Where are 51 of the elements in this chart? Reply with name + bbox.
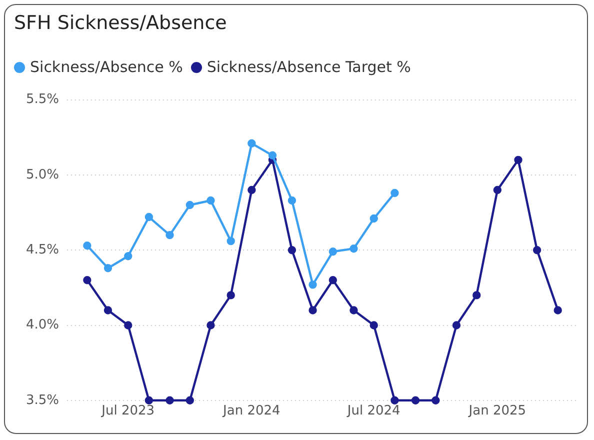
point [514,156,522,164]
point [288,196,296,205]
point [186,200,194,210]
y-tick-label: 5.0% [26,167,60,182]
point [390,396,399,404]
x-tick-label: Jul 2024 [346,404,400,419]
point [288,246,296,254]
chart-title: SFH Sickness/Absence [14,12,227,34]
x-tick-label: Jan 2025 [468,404,526,419]
point [83,276,92,284]
point [144,212,154,222]
point [390,188,399,198]
point [370,214,378,223]
point [268,151,277,160]
point [328,276,338,284]
point [83,241,92,250]
point [248,186,256,194]
point [532,246,542,254]
y-tick-label: 4.0% [26,318,60,333]
point [206,196,215,205]
x-tick-label: Jul 2023 [100,404,155,419]
legend-label: Sickness/Absence Target % [206,58,411,76]
y-tick-label: 4.5% [26,242,60,258]
point [186,396,194,404]
point [206,321,215,330]
x-tick-label: Jan 2024 [222,404,280,419]
point [104,306,112,314]
y-tick-label: 5.5% [26,92,60,108]
point [226,291,235,300]
legend-label: Sickness/Absence % [29,58,183,76]
point [370,321,378,330]
point [144,396,154,404]
point [308,306,317,314]
point [554,306,562,314]
point [226,236,235,246]
point [432,396,440,404]
point [350,306,358,314]
point [411,396,420,404]
point [452,321,461,330]
point [308,280,317,289]
point [472,291,481,300]
point [124,252,132,260]
point [166,230,174,240]
point [124,321,132,330]
point [248,139,256,148]
y-tick-label: 3.5% [26,392,60,408]
point [166,396,174,404]
point [328,248,338,256]
point [493,186,502,194]
point [350,244,358,253]
point [104,264,112,272]
